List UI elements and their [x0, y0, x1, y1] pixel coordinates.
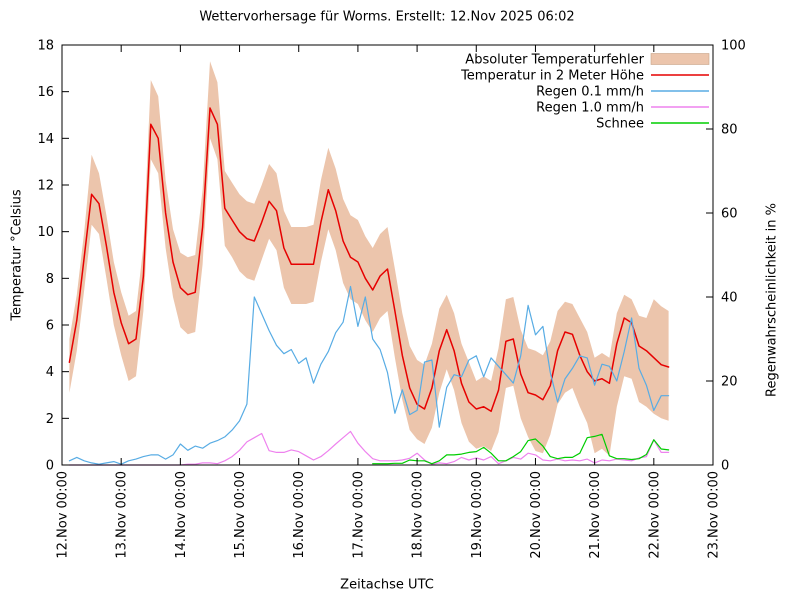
y-right-tick-label: 60: [721, 207, 738, 222]
y-left-tick-label: 12: [37, 179, 54, 194]
x-axis-title: Zeitachse UTC: [340, 577, 434, 593]
y-left-tick-label: 8: [46, 272, 54, 287]
rain-10mmh-line: [68, 430, 670, 466]
x-tick-label: 23.Nov 00:00: [707, 471, 722, 559]
x-tick-label: 12.Nov 00:00: [56, 471, 71, 559]
y-left-tick-label: 18: [37, 39, 54, 54]
y-left-tick-label: 2: [46, 412, 54, 427]
y-left-tick-label: 4: [46, 365, 54, 380]
y-left-tick-label: 0: [46, 459, 54, 474]
y-left-tick-label: 14: [37, 132, 54, 147]
x-tick-label: 14.Nov 00:00: [174, 471, 189, 559]
x-tick-label: 18.Nov 00:00: [411, 471, 426, 559]
chart-title: Wettervorhersage für Worms. Erstellt: 12…: [199, 9, 575, 25]
legend-label-1: Absoluter Temperaturfehler: [465, 53, 644, 68]
y-right-tick-label: 20: [721, 375, 738, 390]
x-tick-label: 15.Nov 00:00: [233, 471, 248, 559]
legend-label-5: Schnee: [596, 117, 644, 132]
legend-label-4: Regen 1.0 mm/h: [536, 101, 644, 116]
legend-label-2: Temperatur in 2 Meter Höhe: [460, 69, 644, 84]
y-right-tick-label: 40: [721, 291, 738, 306]
x-tick-label: 17.Nov 00:00: [351, 471, 366, 559]
rain-01mmh-line: [68, 285, 670, 465]
x-tick-label: 19.Nov 00:00: [470, 471, 485, 559]
legend-label-3: Regen 0.1 mm/h: [536, 85, 644, 100]
y-left-tick-label: 16: [37, 85, 54, 100]
y-left-tick-label: 10: [37, 225, 54, 240]
y-right-tick-label: 0: [721, 459, 729, 474]
y-right-tick-label: 80: [721, 123, 738, 138]
y-right-tick-label: 100: [721, 39, 746, 54]
x-tick-label: 13.Nov 00:00: [115, 471, 130, 559]
temperature-line: [68, 107, 670, 413]
snow-line: [372, 433, 670, 465]
x-tick-label: 20.Nov 00:00: [529, 471, 544, 559]
legend-band-swatch: [650, 53, 710, 65]
x-tick-label: 21.Nov 00:00: [588, 471, 603, 559]
plot-border: [61, 44, 714, 466]
y-left-tick-label: 6: [46, 319, 54, 334]
x-tick-label: 16.Nov 00:00: [292, 471, 307, 559]
x-tick-label: 22.Nov 00:00: [647, 471, 662, 559]
temperature-error-band: [69, 61, 669, 456]
